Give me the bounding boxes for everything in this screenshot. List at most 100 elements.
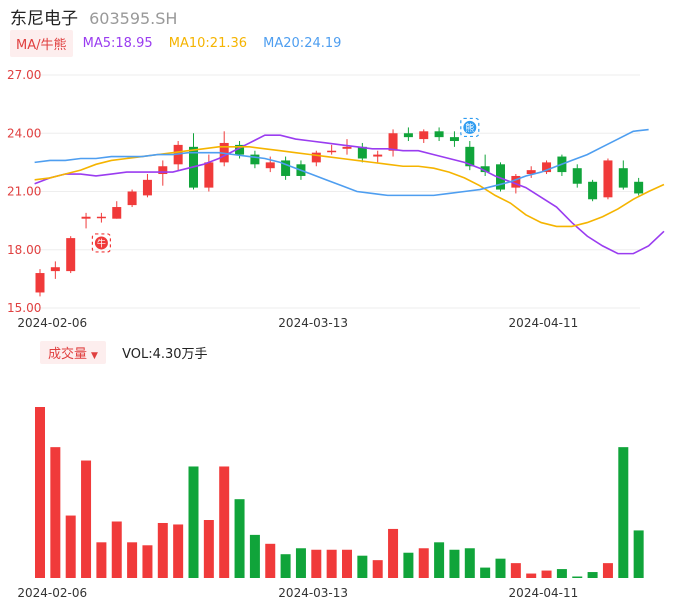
volume-indicator-selector[interactable]: 成交量 ▼ (40, 341, 106, 364)
candle (496, 164, 505, 190)
volume-bar (541, 570, 552, 578)
volume-bar (495, 558, 506, 578)
candle (449, 137, 459, 142)
candle (311, 152, 321, 163)
candle (127, 191, 137, 206)
candle (142, 179, 152, 196)
volume-bar (388, 528, 399, 578)
bull-badge-frame (91, 233, 112, 253)
candle (388, 133, 398, 151)
candle (634, 181, 644, 194)
volume-bar (311, 549, 322, 578)
candle (250, 154, 260, 165)
candle (158, 166, 168, 175)
candle (419, 131, 429, 140)
candle (204, 162, 214, 188)
volume-bar (510, 563, 521, 578)
volume-bar (602, 563, 613, 578)
volume-bar (157, 522, 168, 578)
bull-badge-label: 牛 (97, 237, 106, 249)
volume-bar (173, 524, 184, 578)
y-tick-label: 27.00 (7, 68, 41, 82)
candle (511, 175, 521, 188)
candle (572, 168, 582, 184)
volume-legend: 成交量 ▼ VOL:4.30万手 (40, 341, 208, 364)
candle (327, 150, 337, 153)
candle (66, 238, 76, 272)
candle (603, 160, 613, 198)
volume-bar (35, 407, 45, 578)
volume-bar (234, 499, 245, 578)
candle (81, 216, 91, 219)
candle (342, 146, 352, 149)
candle (465, 146, 475, 167)
y-tick-label: 15.00 (7, 301, 41, 315)
volume-bar (372, 560, 383, 578)
volume-bar (480, 567, 491, 578)
x-tick-label: 2024-02-06 (17, 316, 87, 330)
candle (434, 131, 444, 138)
stock-code: 603595.SH (89, 9, 178, 28)
volume-bar (342, 549, 352, 578)
candle (357, 146, 367, 159)
candle (526, 170, 536, 175)
candle (35, 273, 45, 293)
x-tick-label: 2024-03-13 (278, 586, 348, 600)
volume-bar (111, 521, 122, 578)
candle (403, 133, 413, 138)
volume-bar (188, 466, 199, 578)
caret-down-icon: ▼ (91, 351, 98, 361)
volume-bar (280, 554, 291, 578)
candle (96, 216, 106, 219)
ma20-label: MA20:24.19 (263, 36, 342, 51)
ma5-line (34, 134, 665, 255)
volume-bar (265, 543, 276, 578)
x-tick-label: 2024-04-11 (509, 316, 579, 330)
candle (281, 160, 291, 176)
volume-bar (418, 548, 429, 578)
bear-badge-label: 熊 (465, 122, 474, 134)
volume-bar (464, 548, 475, 578)
candle (480, 166, 490, 173)
bull-badge-icon (94, 236, 108, 250)
volume-bar (142, 545, 153, 578)
volume-bar (618, 447, 629, 578)
volume-selector-label: 成交量 (48, 347, 88, 362)
bear-badge-frame (460, 117, 480, 138)
stock-header: 东尼电子 603595.SH (10, 4, 178, 29)
x-tick-label: 2024-04-11 (509, 586, 579, 600)
volume-bar (326, 549, 337, 578)
volume-bar (449, 549, 460, 578)
volume-bar (587, 572, 598, 578)
candle (235, 144, 245, 155)
candle (618, 168, 628, 188)
ma5-label: MA5:18.95 (82, 36, 153, 51)
volume-bar (556, 569, 567, 578)
volume-bar (295, 548, 306, 578)
ma20-line (34, 128, 649, 197)
ma10-label: MA10:21.36 (168, 36, 248, 51)
bear-badge-icon (463, 120, 477, 134)
y-tick-label: 21.00 (7, 185, 41, 199)
volume-bar (127, 542, 138, 578)
x-tick-label: 2024-03-13 (278, 316, 348, 330)
ma-legend: MA/牛熊 MA5:18.95 MA10:21.36 MA20:24.19 (10, 30, 342, 57)
candle (588, 181, 598, 200)
ma10-line (34, 146, 665, 228)
ma-indicator-selector[interactable]: MA/牛熊 (10, 30, 73, 57)
volume-bar (357, 555, 368, 578)
candle (373, 154, 383, 157)
volume-bar (403, 552, 414, 578)
volume-bar (633, 530, 644, 578)
candle (50, 267, 60, 272)
volume-bar (572, 576, 583, 578)
candle (542, 162, 552, 173)
volume-bar (203, 520, 214, 578)
candle (265, 162, 275, 169)
volume-bar (526, 573, 537, 578)
volume-bar (81, 460, 92, 578)
y-tick-label: 24.00 (7, 126, 41, 140)
y-tick-label: 18.00 (7, 243, 41, 257)
candle (112, 207, 122, 219)
